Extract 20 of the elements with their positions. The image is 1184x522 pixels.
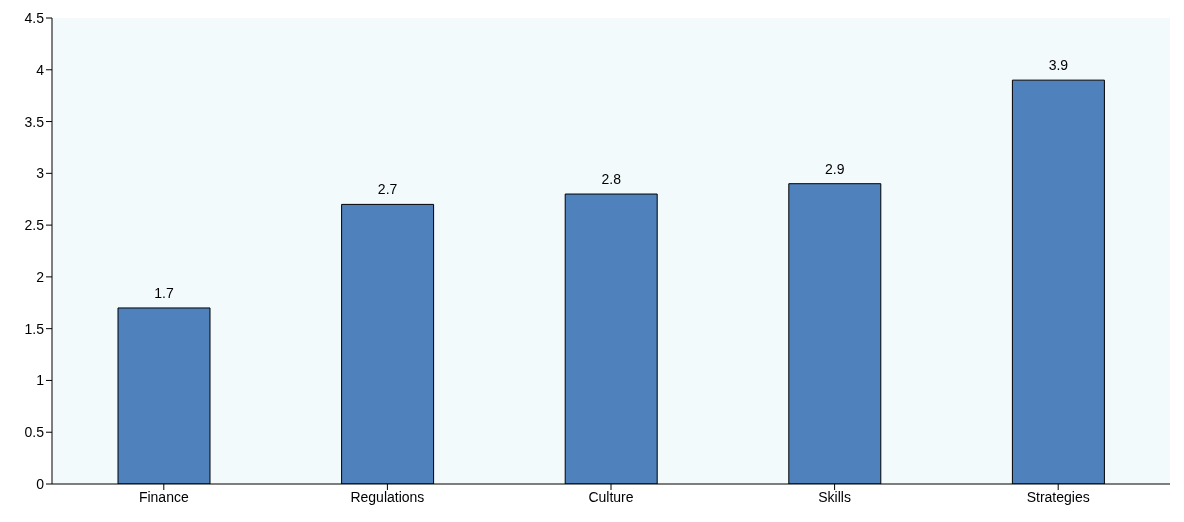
y-tick-label: 1.5	[24, 320, 45, 337]
x-tick-label: Finance	[138, 488, 189, 505]
y-tick-label: 4	[36, 61, 45, 78]
y-tick-label: 0.5	[24, 424, 45, 441]
x-tick-label: Regulations	[350, 488, 425, 505]
y-tick-label: 3.5	[24, 113, 45, 130]
y-tick-label: 2	[36, 268, 45, 285]
y-tick-label: 1	[36, 372, 45, 389]
data-label: 3.9	[1048, 57, 1069, 74]
data-label: 1.7	[154, 284, 174, 301]
x-tick-label: Skills	[818, 488, 851, 505]
data-label: 2.9	[825, 160, 845, 177]
y-tick-label: 2.5	[24, 217, 45, 234]
x-tick-label: Strategies	[1026, 488, 1090, 505]
y-tick-label: 3	[36, 165, 45, 182]
data-label: 2.7	[377, 181, 398, 198]
x-tick-label: Culture	[588, 488, 634, 505]
y-tick-label: 4.5	[24, 9, 45, 26]
data-label: 2.8	[601, 171, 622, 188]
y-tick-label: 0	[36, 475, 45, 492]
